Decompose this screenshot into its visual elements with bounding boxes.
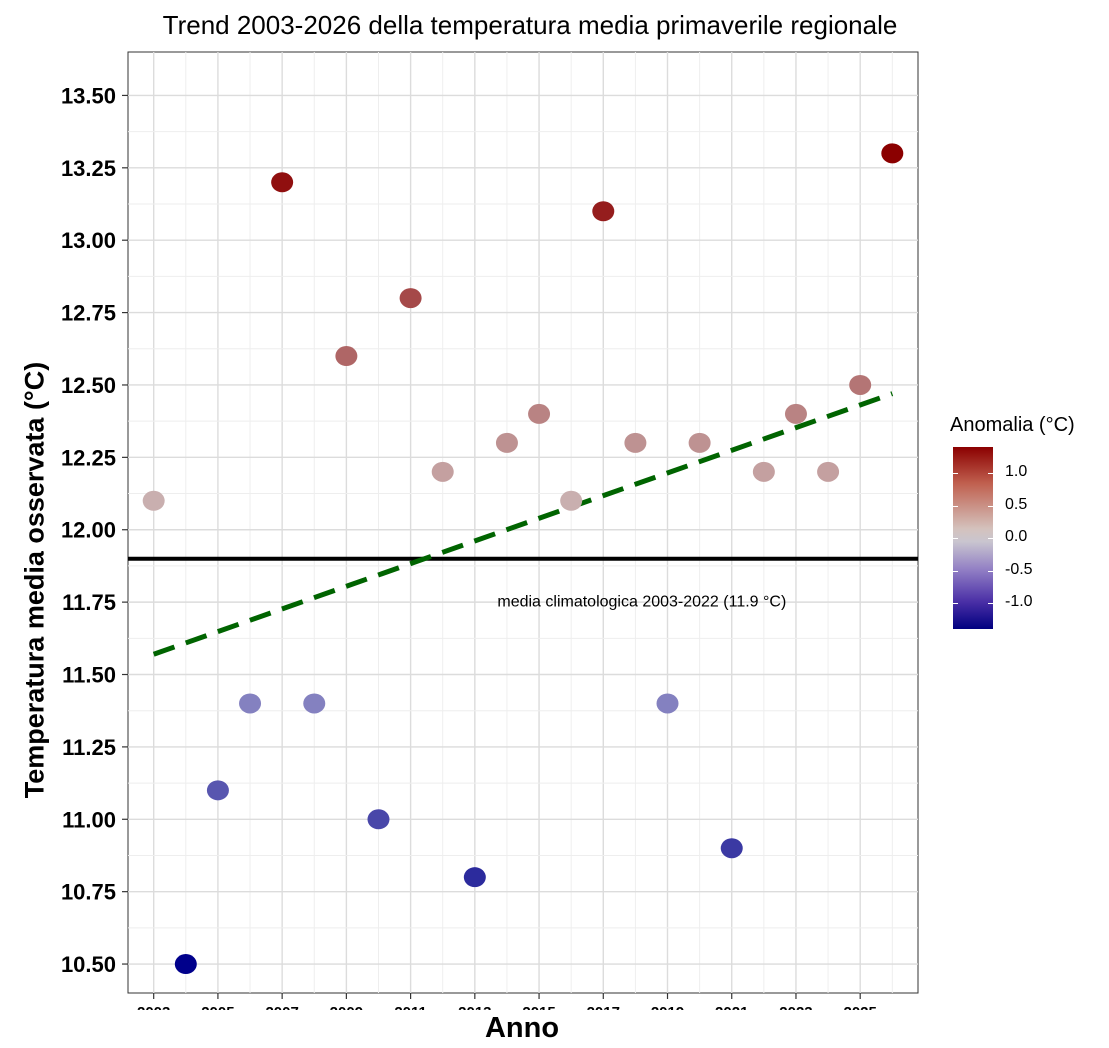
legend-tick-mark xyxy=(953,603,958,604)
legend-tick-mark xyxy=(988,603,993,604)
y-tick-label: 12.75 xyxy=(61,301,116,326)
y-tick-label: 13.25 xyxy=(61,156,116,181)
data-point xyxy=(656,693,679,714)
data-point xyxy=(817,461,840,482)
data-point xyxy=(303,693,326,714)
data-point xyxy=(399,288,422,309)
y-tick-label: 11.75 xyxy=(62,590,116,615)
y-tick-label: 11.00 xyxy=(62,807,116,832)
legend-tick-mark xyxy=(988,570,993,572)
x-tick-label: 2011 xyxy=(394,1004,427,1010)
legend-tick-mark xyxy=(953,473,958,474)
trend-line xyxy=(152,391,894,657)
reference-line-label: media climatologica 2003-2022 (11.9 °C) xyxy=(497,594,786,611)
y-tick-label: 12.25 xyxy=(61,445,116,470)
x-tick-label: 2009 xyxy=(330,1004,363,1010)
data-point xyxy=(271,172,294,193)
data-point xyxy=(206,780,229,801)
legend-tick-label: 1.0 xyxy=(1005,463,1028,480)
data-point xyxy=(752,461,775,482)
y-tick-label: 11.25 xyxy=(62,735,116,760)
legend-tick-mark xyxy=(988,505,993,507)
data-point xyxy=(624,432,647,453)
data-point xyxy=(720,838,743,859)
legend-tick-label: -1.0 xyxy=(1005,593,1033,610)
y-tick-label: 11.50 xyxy=(62,663,116,688)
y-tick-label: 13.50 xyxy=(61,83,116,108)
data-point xyxy=(592,201,615,222)
legend-tick-label: -0.5 xyxy=(1005,560,1033,578)
y-tick-label: 12.00 xyxy=(61,518,116,543)
y-tick-label: 10.50 xyxy=(61,952,116,977)
data-point xyxy=(367,809,390,830)
legend-tick-mark xyxy=(988,473,993,474)
y-tick-label: 12.50 xyxy=(61,373,116,398)
x-tick-label: 2017 xyxy=(587,1004,620,1010)
y-tick-label: 13.00 xyxy=(61,228,116,253)
data-point xyxy=(335,346,358,367)
trend-layer xyxy=(152,391,894,657)
x-tick-label: 2023 xyxy=(779,1004,812,1010)
data-point xyxy=(688,432,711,453)
data-point xyxy=(463,867,486,888)
data-point xyxy=(784,403,807,424)
legend-tick-mark xyxy=(953,570,958,572)
x-tick-label: 2019 xyxy=(651,1004,684,1010)
axis-layer: 10.50 10.75 11.00 11.25 11.50 11.75 12.00 12.25… xyxy=(61,83,877,1010)
data-point xyxy=(849,374,872,395)
data-point xyxy=(495,432,518,453)
x-axis-label: Anno xyxy=(484,1012,560,1044)
x-tick-label: 2003 xyxy=(137,1004,170,1010)
data-point xyxy=(142,490,165,511)
data-point xyxy=(239,693,262,714)
data-point xyxy=(528,403,551,424)
legend-tick-mark xyxy=(953,505,958,507)
x-tick-label: 2013 xyxy=(458,1004,491,1010)
x-tick-label: 2021 xyxy=(715,1004,748,1010)
legend-title: Anomalia (°C) xyxy=(950,414,1075,436)
data-point xyxy=(881,143,904,164)
legend-colorbar xyxy=(953,447,993,629)
legend-tick-label: 0.5 xyxy=(1005,495,1028,513)
x-tick-label: 2007 xyxy=(265,1004,298,1010)
x-tick-label: 2005 xyxy=(201,1004,234,1010)
data-point xyxy=(431,461,454,482)
x-tick-label: 2025 xyxy=(844,1004,877,1010)
legend-tick-mark xyxy=(988,538,993,539)
chart-title: Trend 2003-2026 della temperatura media … xyxy=(162,10,898,40)
data-point xyxy=(560,490,583,511)
points-layer xyxy=(142,143,904,975)
data-point xyxy=(174,954,197,975)
reference-layer: media climatologica 2003-2022 (11.9 °C) xyxy=(128,556,918,611)
y-tick-label: 10.75 xyxy=(61,880,116,905)
legend-tick-mark xyxy=(953,538,958,539)
legend-tick-label: 0.0 xyxy=(1005,528,1028,545)
x-tick-label: 2015 xyxy=(522,1004,555,1010)
scatter-chart: media climatologica 2003-2022 (11.9 °C) … xyxy=(61,51,919,1010)
